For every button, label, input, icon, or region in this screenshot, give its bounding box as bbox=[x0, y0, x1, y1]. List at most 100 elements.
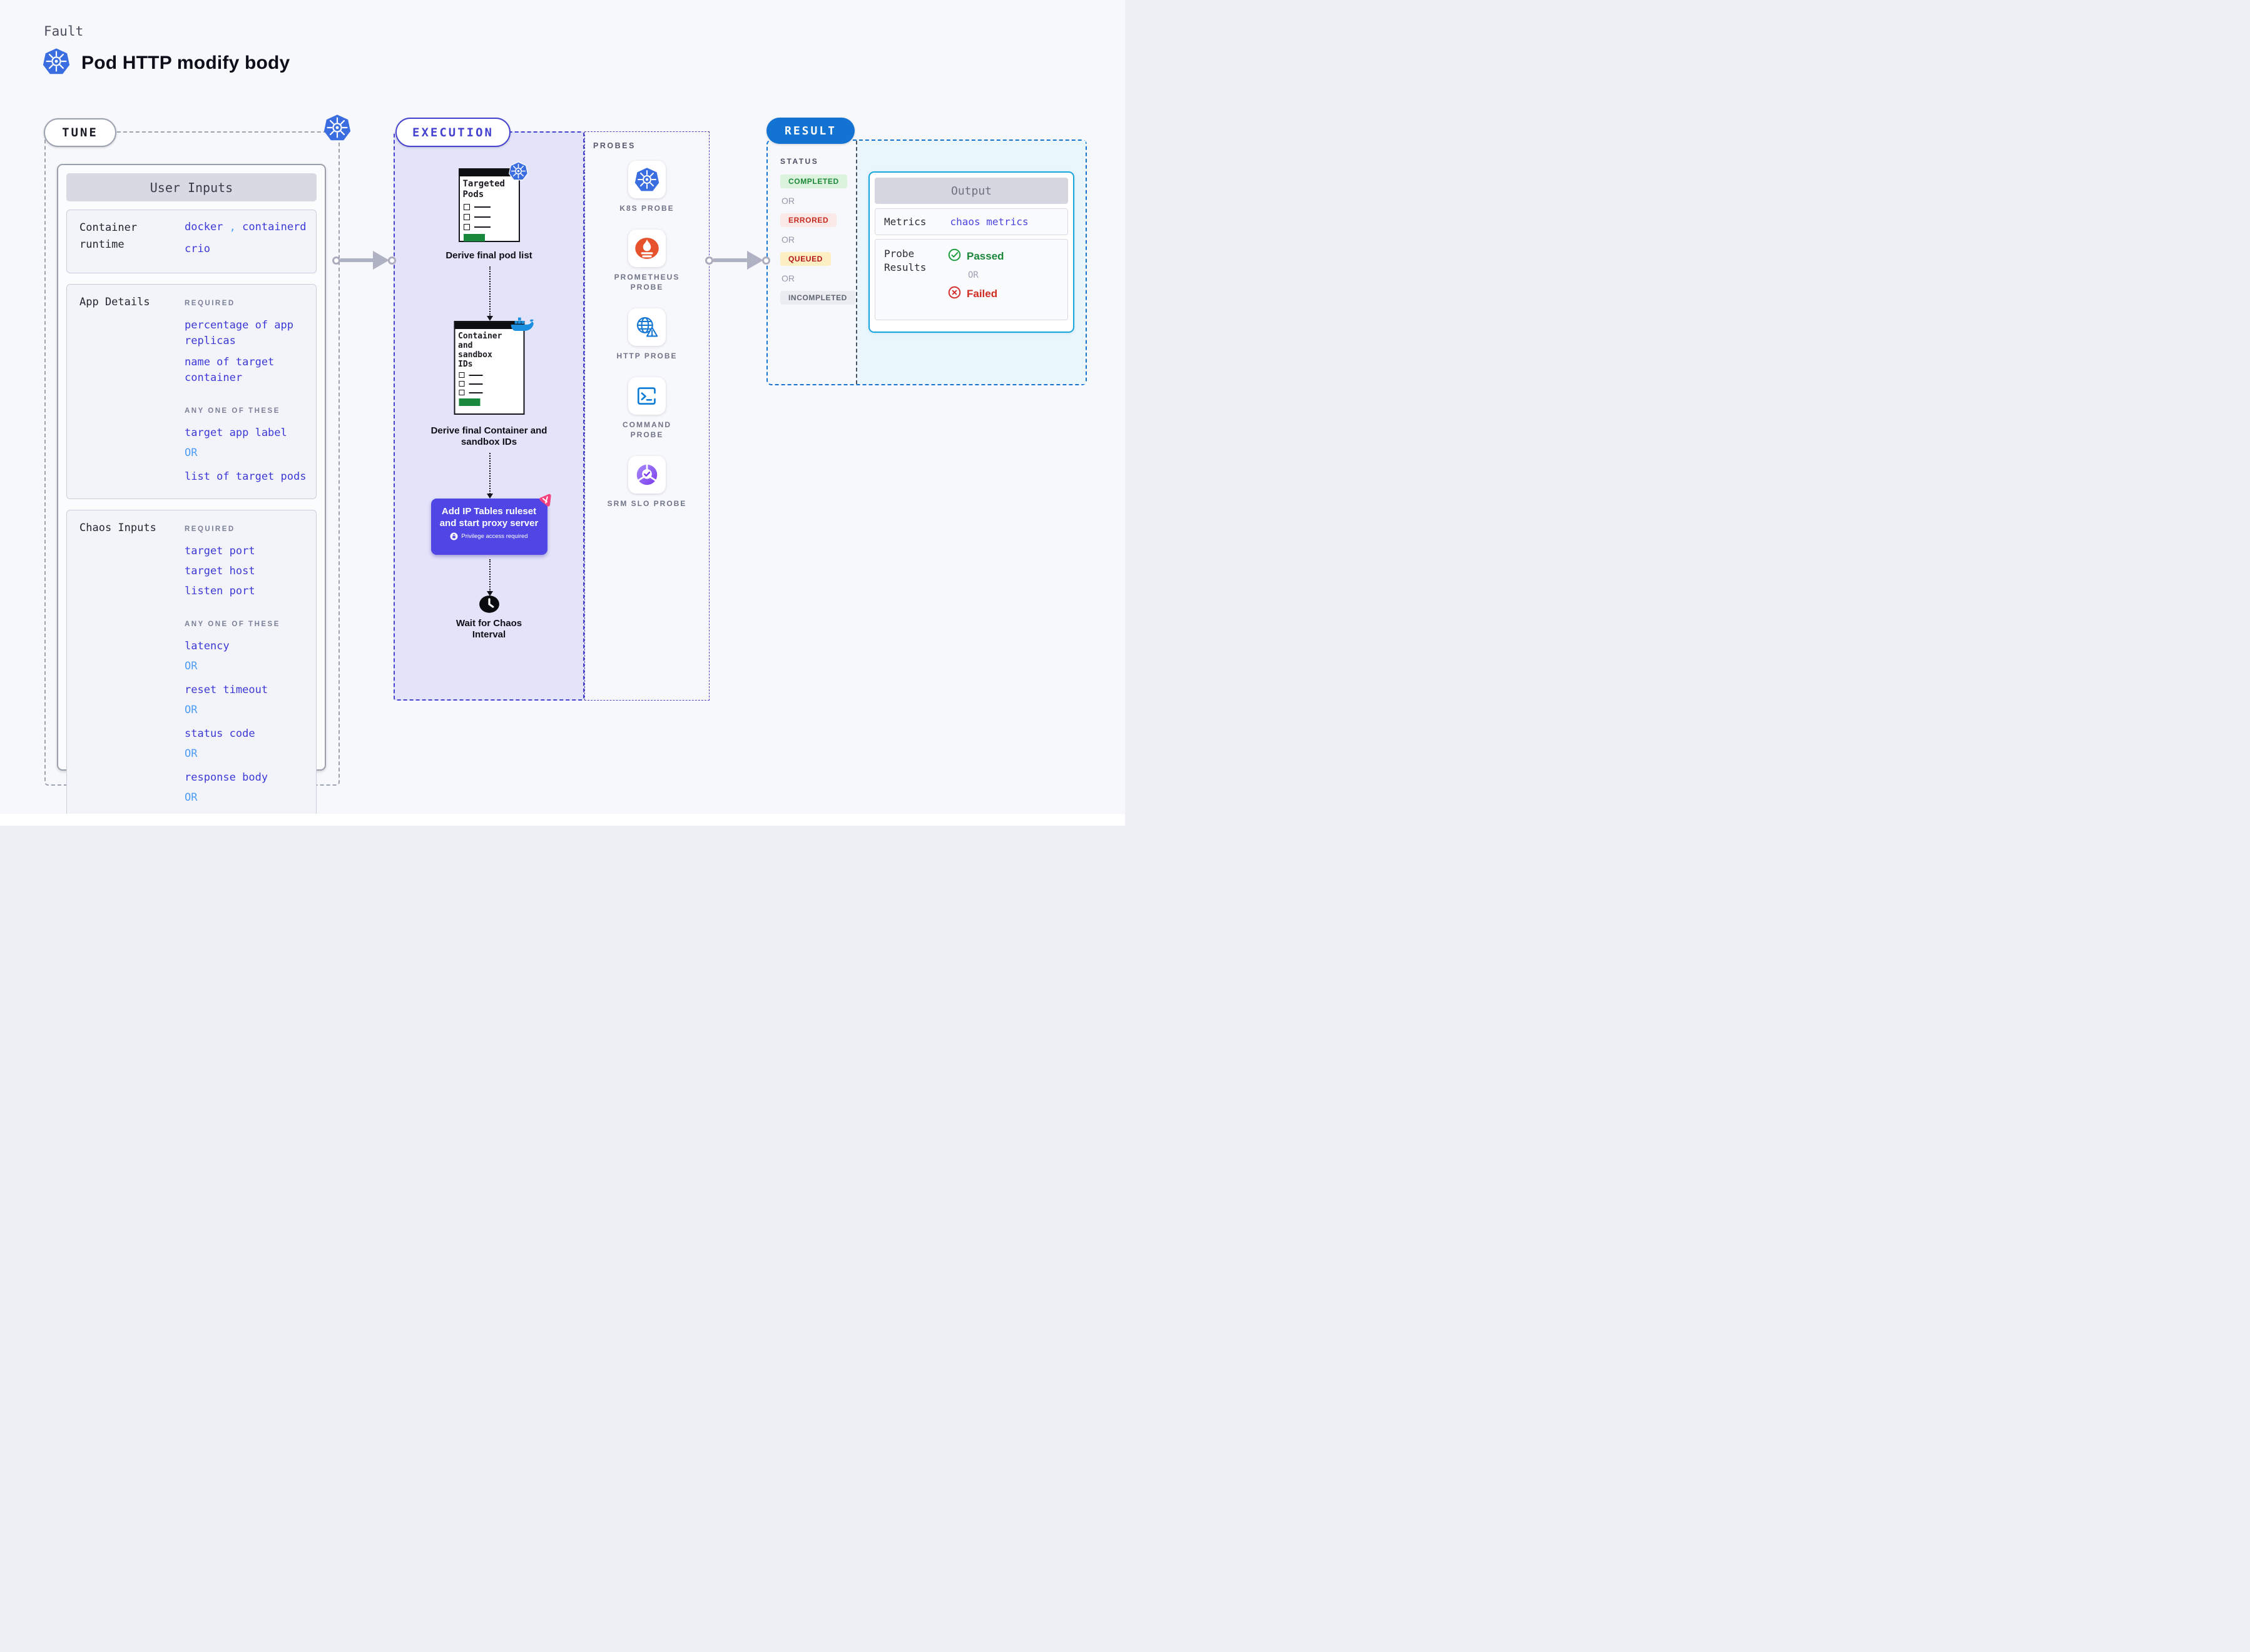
kubernetes-icon bbox=[43, 48, 70, 75]
result-section-label: RESULT bbox=[766, 118, 855, 144]
chaos-option-item: status code bbox=[185, 727, 255, 740]
list-line bbox=[469, 383, 482, 385]
probe-name: HTTP PROBE bbox=[616, 352, 678, 360]
anyone-caption: ANY ONE OF THESE bbox=[185, 621, 280, 628]
probe-name: SRM SLO PROBE bbox=[607, 499, 687, 508]
metrics-label: Metrics bbox=[884, 216, 927, 228]
derive-pod-list-caption: Derive final pod list bbox=[445, 250, 532, 261]
passed-label: Passed bbox=[967, 250, 1004, 262]
status-badge-errored: ERRORED bbox=[780, 213, 837, 227]
status-badge-completed: COMPLETED bbox=[780, 175, 847, 188]
page-title: Pod HTTP modify body bbox=[81, 53, 290, 73]
list-line bbox=[474, 226, 491, 228]
probe-item-http: HTTP PROBE bbox=[606, 308, 688, 361]
runtime-separator: , bbox=[229, 221, 236, 233]
chaos-option-item: response body bbox=[185, 771, 268, 784]
status-badge-queued: QUEUED bbox=[780, 252, 831, 266]
connector-dot bbox=[332, 256, 340, 265]
app-required-item: name of target container bbox=[185, 356, 275, 384]
targeted-pods-title-line: Pods bbox=[462, 190, 484, 200]
output-card: Output Metrics chaos metrics Probe Resul… bbox=[868, 171, 1074, 333]
metrics-row: Metrics chaos metrics bbox=[875, 208, 1068, 235]
connector-dot bbox=[388, 256, 396, 265]
container-card-title-line: and bbox=[458, 341, 473, 350]
fault-diagram: Fault Pod HTTP modify body TUNE User Inp… bbox=[0, 0, 1125, 826]
or-separator: OR bbox=[185, 447, 198, 459]
lock-icon bbox=[450, 532, 458, 540]
or-separator: OR bbox=[781, 235, 795, 245]
derive-container-ids-caption: Derive final Container and sandbox IDs bbox=[430, 425, 547, 447]
probe-item-command: COMMAND PROBE bbox=[606, 377, 688, 440]
checkbox-icon bbox=[459, 372, 464, 378]
flow-connector bbox=[486, 266, 493, 321]
targeted-pods-card: Targeted Pods bbox=[458, 161, 528, 242]
result-section-box: STATUS COMPLETED OR ERRORED OR QUEUED OR… bbox=[766, 139, 1087, 385]
or-separator: OR bbox=[185, 747, 198, 760]
container-runtime-label: Container runtime bbox=[79, 221, 138, 251]
checkbox-icon bbox=[463, 224, 470, 230]
check-circle-icon bbox=[948, 248, 961, 265]
kubernetes-icon bbox=[628, 161, 666, 198]
wait-chaos-interval-caption: Wait for Chaos Interval bbox=[456, 618, 522, 640]
chaos-required-item: target port bbox=[185, 545, 255, 557]
app-details-row: App Details REQUIRED percentage of app r… bbox=[66, 284, 317, 499]
or-separator: OR bbox=[781, 196, 795, 206]
prometheus-icon bbox=[628, 230, 666, 267]
container-runtime-values: docker , containerd crio bbox=[185, 220, 308, 263]
chaos-inputs-label: Chaos Inputs bbox=[79, 522, 156, 534]
runtime-docker: docker bbox=[185, 221, 223, 233]
container-sandbox-card: Container and sandbox IDs bbox=[454, 317, 534, 415]
execution-to-result-arrow bbox=[705, 251, 770, 270]
chaos-inputs-row: Chaos Inputs REQUIRED target port target… bbox=[66, 510, 317, 826]
checkbox-row bbox=[459, 372, 523, 378]
or-separator: OR bbox=[781, 273, 795, 283]
connector-dot bbox=[705, 256, 713, 265]
runtime-containerd: containerd bbox=[242, 221, 307, 233]
arrow-head bbox=[747, 251, 763, 270]
connector-dot bbox=[762, 256, 770, 265]
probe-name: K8S PROBE bbox=[619, 204, 674, 213]
card-topbar bbox=[455, 322, 523, 329]
probe-results-row: Probe Results Passed OR Failed bbox=[875, 239, 1068, 320]
http-globe-icon bbox=[628, 308, 666, 346]
app-option-item: target app label bbox=[185, 427, 287, 439]
probes-section-label: PROBES bbox=[593, 141, 636, 150]
arrow-shaft bbox=[713, 258, 747, 262]
output-title: Output bbox=[875, 178, 1068, 204]
status-badge-incompleted: INCOMPLETED bbox=[780, 291, 855, 305]
progress-bar bbox=[463, 234, 485, 241]
arrow-head bbox=[373, 251, 389, 270]
app-option-item: list of target pods bbox=[185, 470, 307, 483]
anyone-caption: ANY ONE OF THESE bbox=[185, 407, 280, 415]
app-details-label: App Details bbox=[79, 296, 150, 308]
list-line bbox=[474, 206, 491, 208]
required-caption: REQUIRED bbox=[185, 525, 235, 533]
checkbox-icon bbox=[463, 204, 470, 210]
metrics-value: chaos metrics bbox=[950, 216, 1029, 228]
bottom-strip bbox=[0, 814, 1125, 826]
fault-category-label: Fault bbox=[44, 24, 84, 39]
checkbox-icon bbox=[459, 390, 464, 395]
flow-connector bbox=[486, 559, 493, 596]
container-card-title-line: Container bbox=[458, 332, 502, 341]
or-separator: OR bbox=[185, 660, 198, 672]
execution-section-box: Targeted Pods Derive final pod list Cont… bbox=[394, 131, 584, 701]
failed-label: Failed bbox=[967, 288, 998, 300]
status-column: STATUS COMPLETED OR ERRORED OR QUEUED OR… bbox=[780, 157, 855, 312]
probe-item-prometheus: PROMETHEUS PROBE bbox=[606, 230, 688, 292]
app-required-item: percentage of app replicas bbox=[185, 319, 293, 347]
terminal-icon bbox=[628, 377, 666, 415]
checkbox-icon bbox=[459, 381, 464, 387]
or-separator: OR bbox=[185, 704, 198, 716]
chaos-required-item: target host bbox=[185, 565, 255, 577]
arrow-shaft bbox=[340, 258, 373, 262]
checkbox-row bbox=[459, 381, 523, 387]
list-line bbox=[469, 392, 482, 393]
chaos-option-item: latency bbox=[185, 640, 230, 652]
probes-section-box: PROBES K8S PROBE PROMETHEUS PROBE HTTP P… bbox=[584, 131, 710, 701]
probe-name: COMMAND PROBE bbox=[623, 420, 671, 439]
targeted-pods-title-line: Targeted bbox=[462, 179, 505, 189]
tune-to-execution-arrow bbox=[332, 251, 396, 270]
kubernetes-icon bbox=[508, 161, 528, 181]
user-inputs-card: User Inputs Container runtime docker , c… bbox=[57, 164, 326, 826]
